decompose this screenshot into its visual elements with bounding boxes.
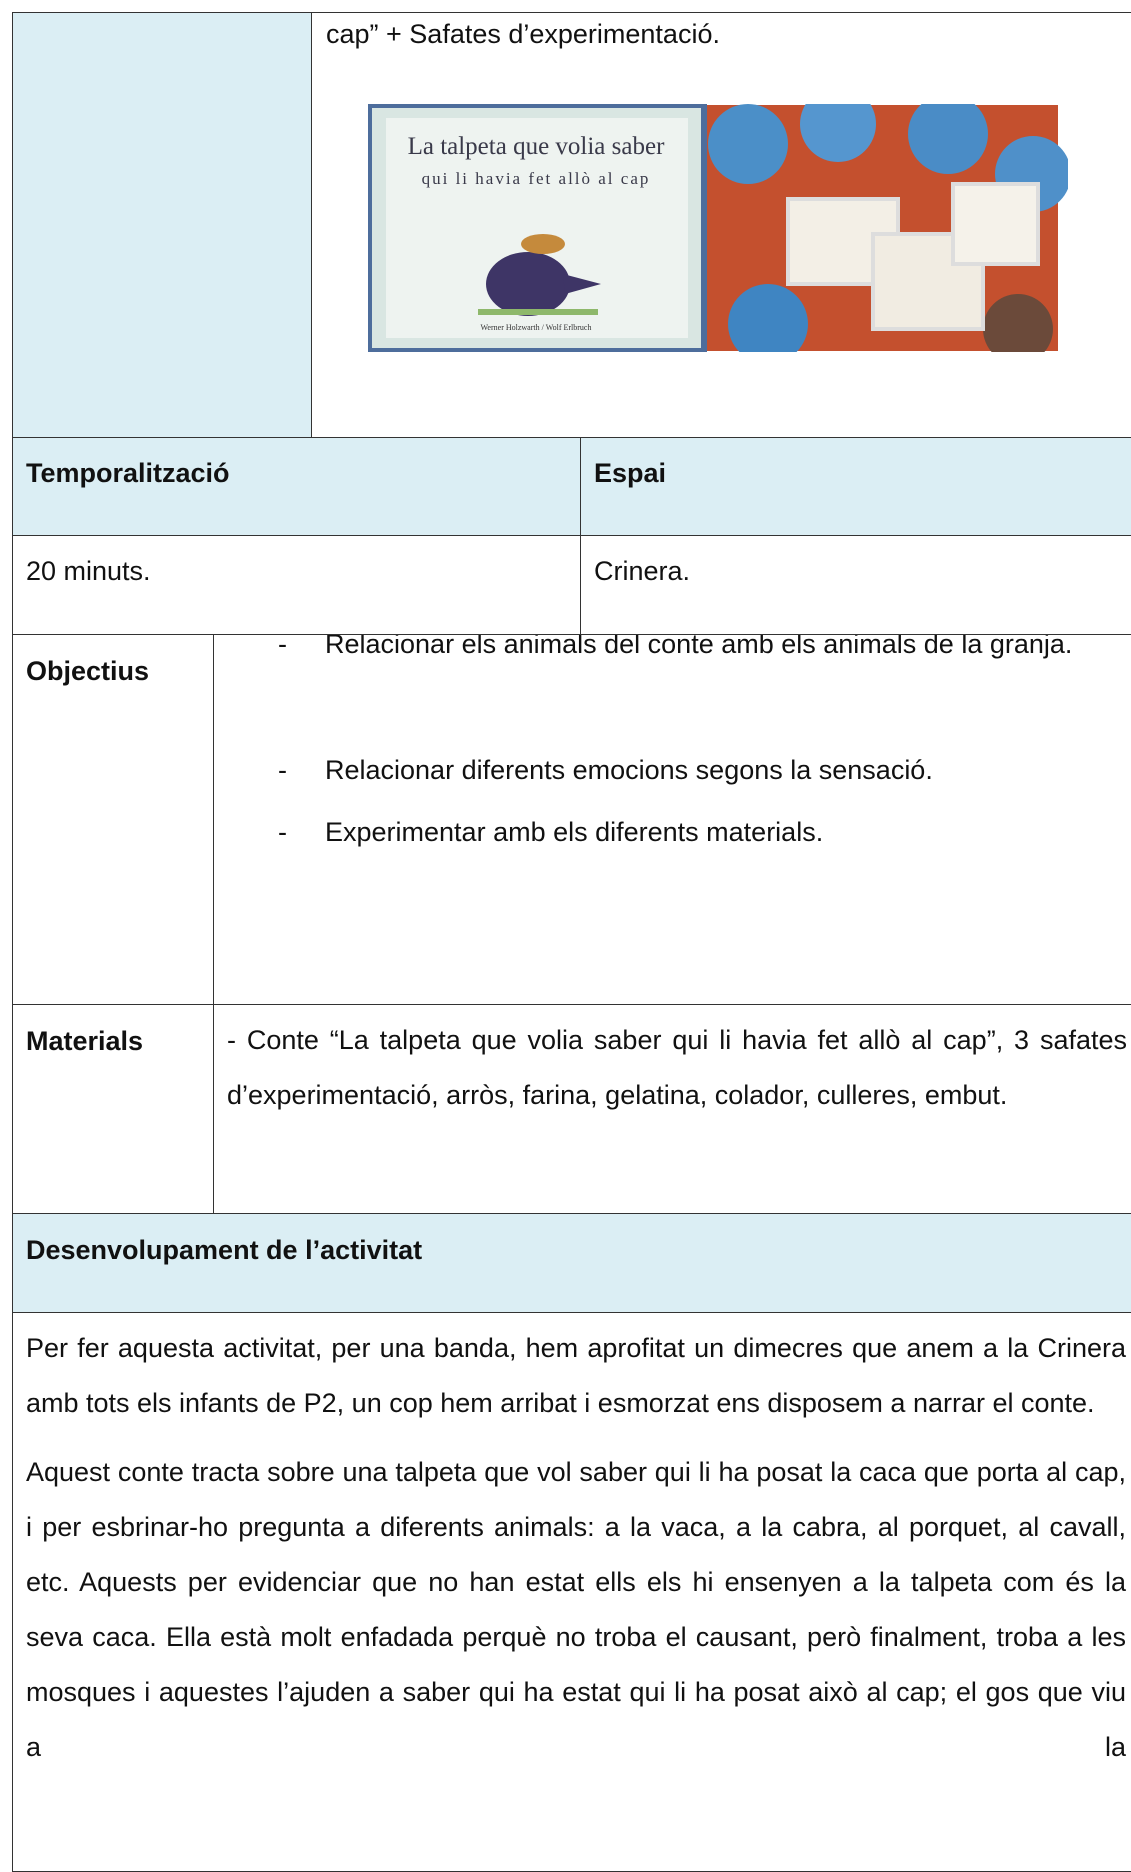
grass <box>478 309 598 315</box>
bullet: - <box>278 634 287 659</box>
bullet: - <box>278 755 287 785</box>
mole-hat <box>521 234 565 254</box>
materials-text: - Conte “La talpeta que volia saber qui … <box>227 1025 1127 1110</box>
paragraph: Per fer aquesta activitat, per una banda… <box>26 1333 1126 1418</box>
paragraph: Aquest conte tracta sobre una talpeta qu… <box>26 1457 1126 1762</box>
cover-title: La talpeta que volia saber <box>408 133 665 160</box>
desenvolupament-label: Desenvolupament de l’activitat <box>12 1213 1131 1313</box>
cover-subtitle: qui li havia fet allò al cap <box>422 169 651 188</box>
child <box>908 104 988 174</box>
mole <box>486 252 570 316</box>
materials-cell: - Conte “La talpeta que volia saber qui … <box>213 1004 1131 1214</box>
mole-snout <box>563 274 601 294</box>
objectius-label: Objectius <box>12 634 214 1005</box>
bullet-text: Experimentar amb els diferents materials… <box>325 817 824 847</box>
materials-label: Materials <box>12 1004 214 1214</box>
images: La talpeta que volia saber qui li havia … <box>368 104 1068 352</box>
header-cell: Temporalització <box>12 437 581 536</box>
value-cell: Crinera. <box>580 535 1131 635</box>
bullet-text: Relacionar diferents emocions segons la … <box>325 755 933 785</box>
left-cell <box>12 12 312 438</box>
child <box>728 284 808 352</box>
paragraphs: Per fer aquesta activitat, per una banda… <box>26 1321 1126 1789</box>
desenvolupament-cell: Per fer aquesta activitat, per una banda… <box>12 1312 1131 1872</box>
objectius-cell: - Relacionar els animals del conte amb el… <box>213 634 1131 1005</box>
materials-cell: cap” + Safates d’experimentació. La talp… <box>311 12 1131 438</box>
header-cell: Espai <box>580 437 1131 536</box>
child <box>708 104 788 184</box>
child <box>800 104 876 162</box>
value-cell: 20 minuts. <box>12 535 581 635</box>
cover-authors: Werner Holzwarth / Wolf Erlbruch <box>481 323 592 332</box>
tray <box>951 182 1040 266</box>
bullet: - <box>278 817 287 847</box>
cell-text: cap” + Safates d’experimentació. <box>326 19 720 49</box>
child <box>983 294 1053 352</box>
bullet-text: Relacionar els animals del conte amb els… <box>325 634 1073 659</box>
